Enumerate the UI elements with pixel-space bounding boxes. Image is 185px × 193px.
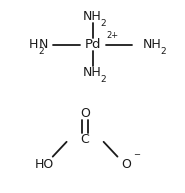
Text: NH: NH [83, 10, 102, 24]
Text: O: O [121, 157, 131, 171]
Text: 2: 2 [101, 75, 106, 84]
Text: HO: HO [35, 157, 54, 171]
Text: H: H [29, 38, 38, 51]
Text: 2: 2 [160, 47, 166, 56]
Text: O: O [80, 107, 90, 120]
Text: NH: NH [83, 66, 102, 79]
Text: Pd: Pd [84, 38, 101, 51]
Text: 2: 2 [39, 47, 44, 56]
Text: C: C [81, 133, 90, 146]
Text: N: N [39, 38, 48, 51]
Text: 2: 2 [101, 19, 106, 28]
Text: 2+: 2+ [106, 31, 119, 40]
Text: −: − [133, 150, 140, 159]
Text: NH: NH [142, 38, 161, 51]
